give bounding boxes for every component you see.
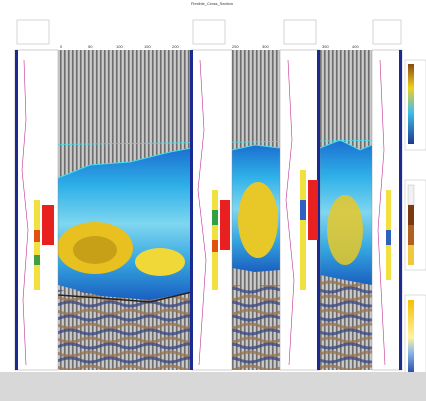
well-tracks [14,19,403,371]
axis-tick-label: 250 [232,44,239,49]
axis-tick-label: 200 [172,44,179,49]
axis-tick-label: 0 [60,44,63,49]
axis-tick-label: 150 [144,44,151,49]
legends [404,59,426,381]
axis-tick-label: 400 [352,44,359,49]
axis-tick-label: 50 [88,44,93,49]
view-title: Flexible_Cross_Section [191,1,233,6]
axis-ticks: 0 50 100 150 200 250 300 350 400 [60,44,359,49]
axis-tick-label: 350 [322,44,329,49]
status-bar [0,372,426,401]
seismic-panels [14,50,401,370]
axis-tick-label: 300 [262,44,269,49]
axis-tick-label: 100 [116,44,123,49]
